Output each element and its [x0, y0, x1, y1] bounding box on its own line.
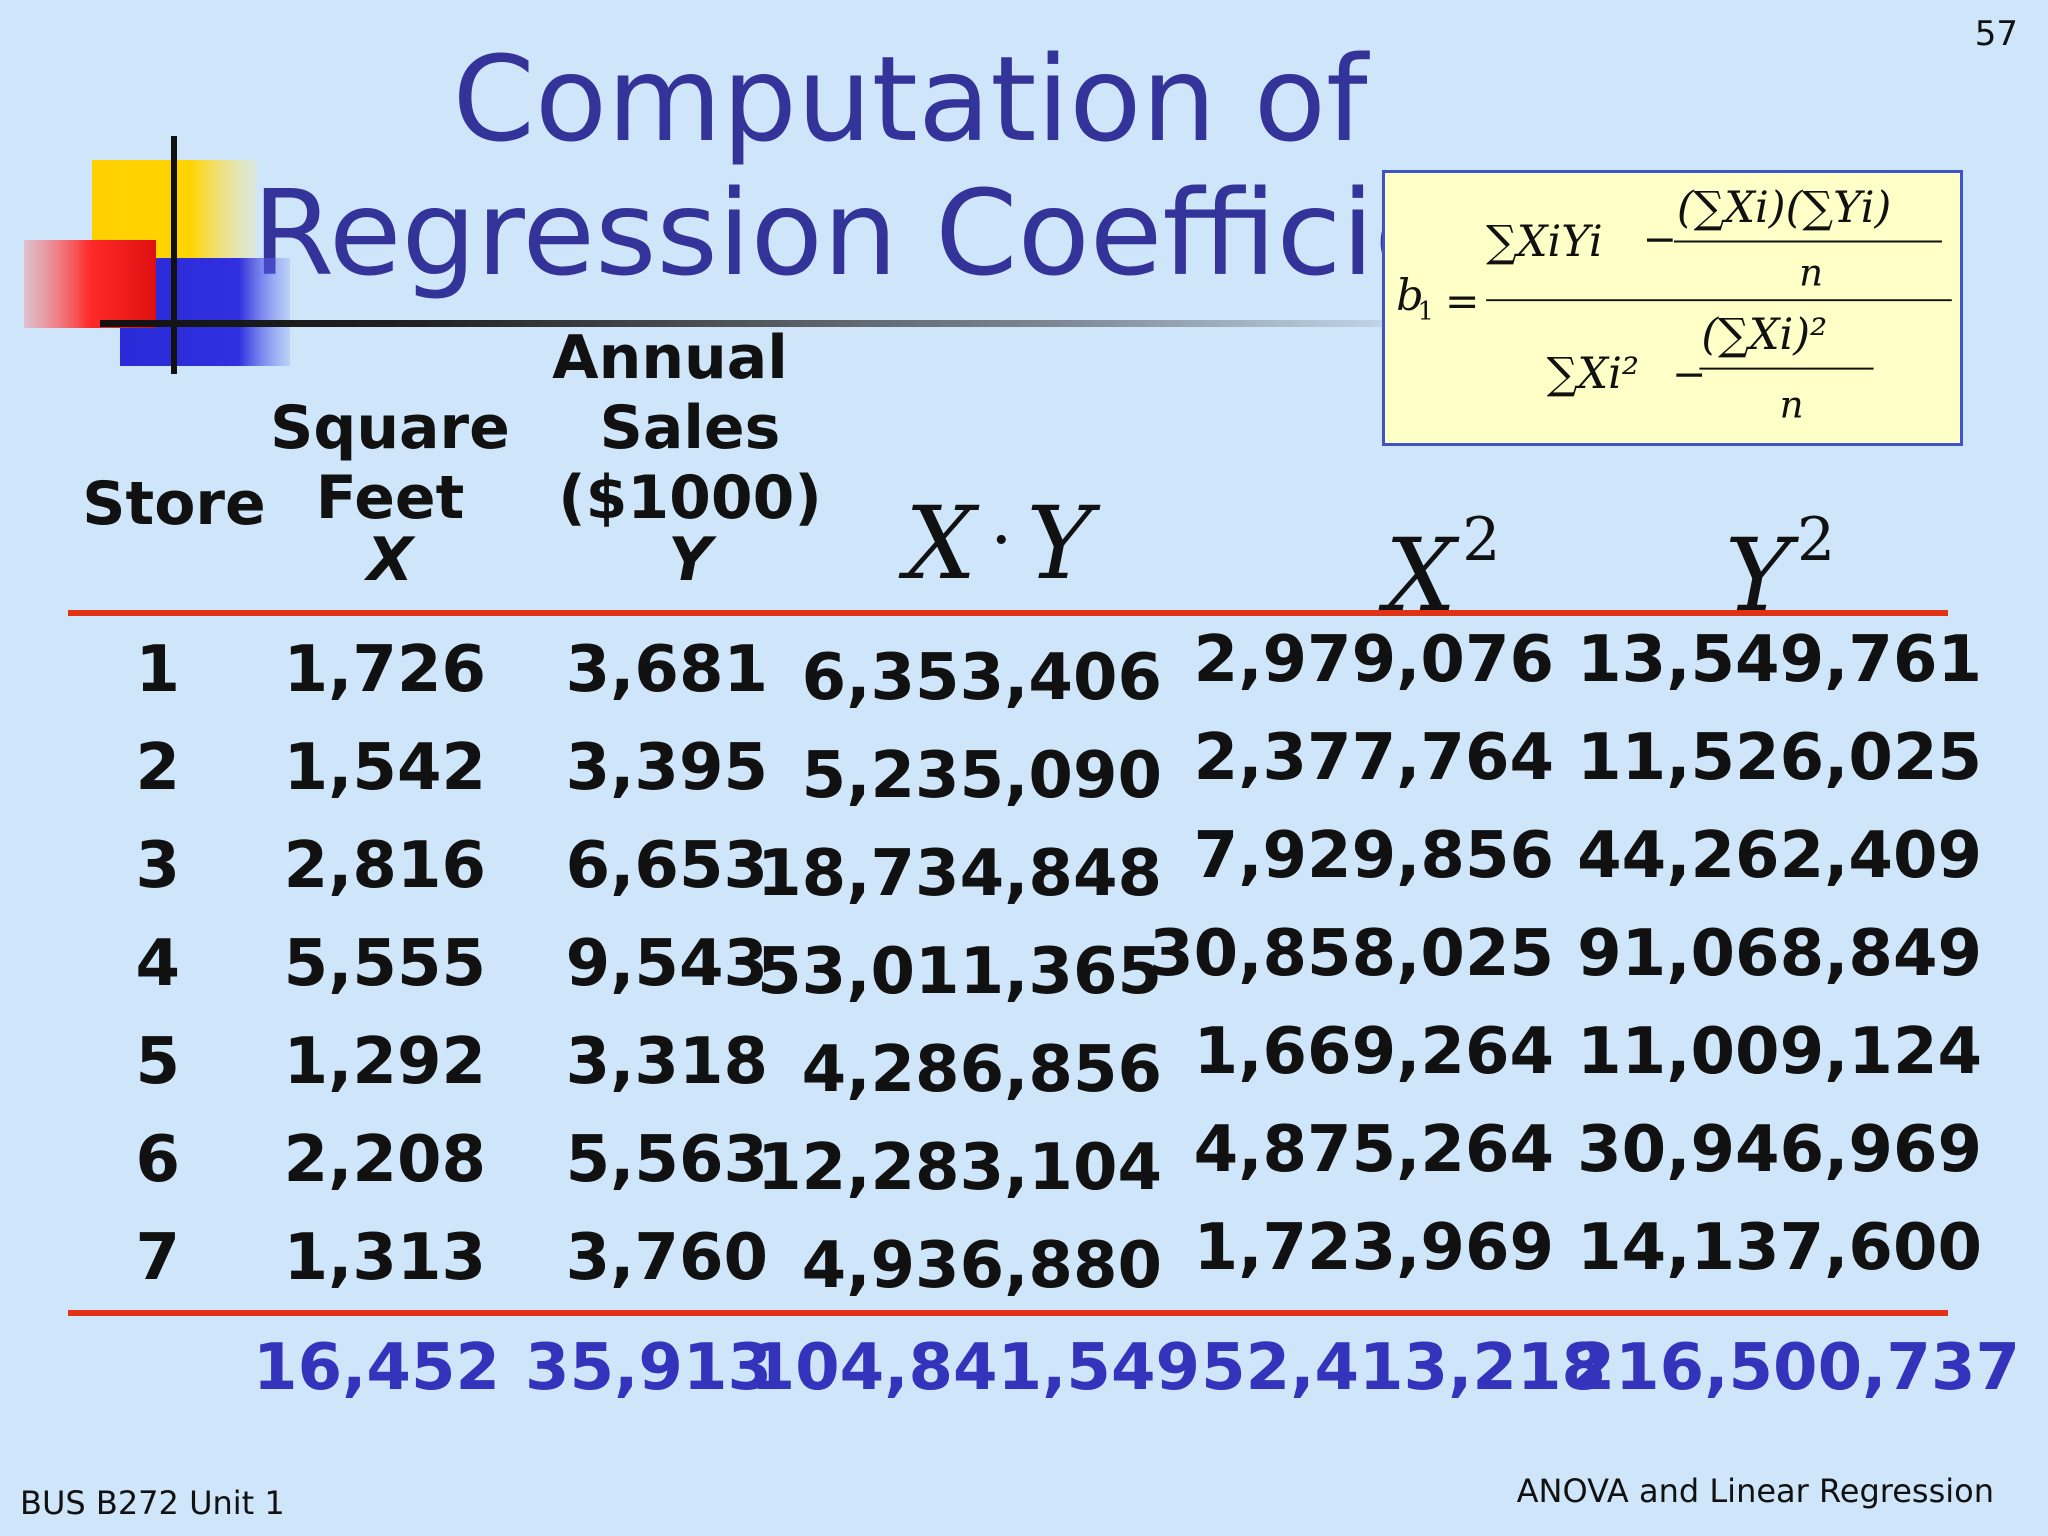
- cell-store: 1: [135, 633, 180, 707]
- regression-formula: b 1 = ∑XiYi − (∑Xi)(∑Yi) n ∑Xi² − (∑Xi)²…: [1382, 170, 1963, 446]
- svg-text:=: =: [1445, 277, 1479, 325]
- header-sales-line2: Sales: [599, 393, 781, 463]
- cell-xy: 12,283,104: [757, 1131, 1162, 1205]
- svg-text:−: −: [1672, 350, 1706, 398]
- table-row: 7 1,313 3,760 4,936,880 1,723,969 14,137,600: [0, 1211, 2048, 1308]
- cell-x-squared: 1,723,969: [1193, 1211, 1554, 1285]
- cell-annual-sales: 3,760: [565, 1221, 768, 1295]
- footer-course: BUS B272 Unit 1: [20, 1484, 285, 1522]
- cell-x-squared: 1,669,264: [1193, 1015, 1554, 1089]
- header-square-var: X: [366, 525, 414, 595]
- header-rule: [68, 610, 1948, 616]
- cell-square-feet: 1,542: [283, 731, 486, 805]
- cell-xy: 5,235,090: [801, 739, 1162, 813]
- cell-annual-sales: 3,318: [565, 1025, 768, 1099]
- cell-x-squared: 4,875,264: [1193, 1113, 1554, 1187]
- cell-square-feet: 2,816: [283, 829, 486, 903]
- svg-text:(∑Xi)²: (∑Xi)²: [1701, 310, 1827, 360]
- cell-annual-sales: 3,395: [565, 731, 768, 805]
- total-y-squared: 216,500,737: [1570, 1331, 2020, 1405]
- totals-rule: [68, 1310, 1948, 1316]
- cell-y-squared: 91,068,849: [1577, 917, 1982, 991]
- cell-xy: 53,011,365: [757, 935, 1162, 1009]
- cell-xy: 18,734,848: [757, 837, 1162, 911]
- header-square-line1: Square: [270, 393, 510, 463]
- cell-x-squared: 2,979,076: [1193, 623, 1554, 697]
- cell-y-squared: 30,946,969: [1577, 1113, 1982, 1187]
- slide-title: Computation of Regression Coefficient: [252, 30, 1568, 302]
- cell-y-squared: 11,009,124: [1577, 1015, 1982, 1089]
- totals-row: 16,452 35,913 104,841,549 52,413,218 216…: [0, 1328, 2048, 1418]
- cell-square-feet: 5,555: [283, 927, 486, 1001]
- table-row: 3 2,816 6,653 18,734,848 7,929,856 44,262,409: [0, 819, 2048, 916]
- page-number: 57: [1974, 14, 2018, 54]
- svg-text:∑Xi²: ∑Xi²: [1547, 349, 1639, 399]
- cell-xy: 4,936,880: [801, 1229, 1162, 1303]
- cell-square-feet: 1,292: [283, 1025, 486, 1099]
- table-row: 2 1,542 3,395 5,235,090 2,377,764 11,526,025: [0, 721, 2048, 818]
- cell-store: 2: [135, 731, 180, 805]
- table-header: Store Square Feet X Annual Sales ($1000)…: [0, 320, 2048, 626]
- cell-annual-sales: 6,653: [565, 829, 768, 903]
- cell-store: 7: [135, 1221, 180, 1295]
- cell-y-squared: 44,262,409: [1577, 819, 1982, 893]
- total-y: 35,913: [525, 1331, 772, 1405]
- cell-y-squared: 13,549,761: [1577, 623, 1982, 697]
- svg-text:n: n: [1799, 251, 1823, 295]
- cell-y-squared: 11,526,025: [1577, 721, 1982, 795]
- title-divider: [100, 320, 1390, 327]
- svg-text:−: −: [1643, 215, 1677, 263]
- cell-x-squared: 2,377,764: [1193, 721, 1554, 795]
- cell-store: 5: [135, 1025, 180, 1099]
- cell-xy: 6,353,406: [801, 641, 1162, 715]
- table-row: 1 1,726 3,681 6,353,406 2,979,076 13,549,761: [0, 623, 2048, 720]
- svg-text:1: 1: [1418, 296, 1434, 326]
- total-xy: 104,841,549: [750, 1331, 1200, 1405]
- cell-annual-sales: 5,563: [565, 1123, 768, 1197]
- header-square-line2: Feet: [315, 463, 465, 533]
- header-sales-line1: Annual: [552, 323, 788, 393]
- table-row: 5 1,292 3,318 4,286,856 1,669,264 11,009,124: [0, 1015, 2048, 1112]
- table-row: 6 2,208 5,563 12,283,104 4,875,264 30,946,969: [0, 1113, 2048, 1210]
- cell-square-feet: 2,208: [283, 1123, 486, 1197]
- svg-text:∑XiYi: ∑XiYi: [1486, 217, 1603, 267]
- cell-x-squared: 30,858,025: [1149, 917, 1554, 991]
- total-x-squared: 52,413,218: [1201, 1331, 1606, 1405]
- svg-text:(∑Xi)(∑Yi): (∑Xi)(∑Yi): [1677, 183, 1891, 233]
- cell-annual-sales: 3,681: [565, 633, 768, 707]
- cell-annual-sales: 9,543: [565, 927, 768, 1001]
- table-row: 4 5,555 9,543 53,011,365 30,858,025 91,068,84…: [0, 917, 2048, 1014]
- cell-store: 3: [135, 829, 180, 903]
- cell-xy: 4,286,856: [801, 1033, 1162, 1107]
- footer-topic: ANOVA and Linear Regression: [1516, 1472, 1994, 1510]
- cell-store: 4: [135, 927, 180, 1001]
- cell-square-feet: 1,313: [283, 1221, 486, 1295]
- header-sales-var: Y: [668, 525, 712, 595]
- cell-store: 6: [135, 1123, 180, 1197]
- header-sales-line3: ($1000): [558, 463, 822, 533]
- cell-y-squared: 14,137,600: [1577, 1211, 1982, 1285]
- total-x: 16,452: [253, 1331, 500, 1405]
- svg-text:b: b: [1396, 271, 1424, 321]
- decorative-squares-logo: [24, 130, 294, 380]
- cell-x-squared: 7,929,856: [1193, 819, 1554, 893]
- svg-text:n: n: [1780, 383, 1804, 427]
- header-store: Store: [82, 469, 266, 539]
- header-xy: X · Y: [905, 485, 1093, 602]
- cell-square-feet: 1,726: [283, 633, 486, 707]
